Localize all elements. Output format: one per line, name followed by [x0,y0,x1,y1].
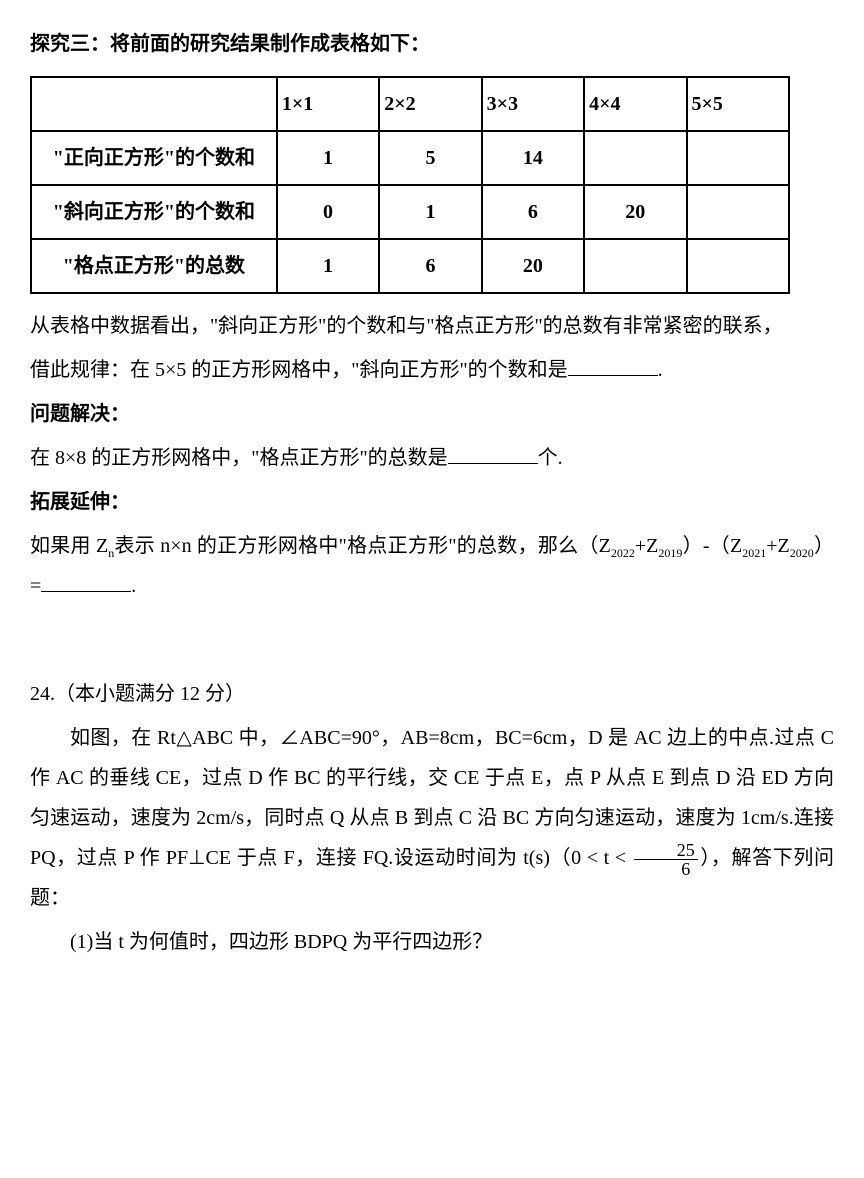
sub-2021: 2021 [742,546,766,560]
row0-label: "正向正方形"的个数和 [31,131,277,185]
frac-num: 25 [634,841,698,860]
cell: 1 [277,239,379,293]
table-row: "斜向正方形"的个数和 0 1 6 20 [31,185,789,239]
row2-label: "格点正方形"的总数 [31,239,277,293]
data-table: 1×1 2×2 3×3 4×4 5×5 "正向正方形"的个数和 1 5 14 "… [30,76,790,294]
ext-mid1: 表示 n×n 的正方形网格中"格点正方形"的总数，那么（Z [114,535,611,557]
cell: 14 [482,131,584,185]
problem-solve-text: 在 8×8 的正方形网格中，"格点正方形"的总数是 个. [30,438,834,478]
observation1: 从表格中数据看出，"斜向正方形"的个数和与"格点正方形"的总数有非常紧密的联系， [30,306,834,346]
th-blank [31,77,277,131]
observation2-post: . [658,359,663,381]
cell [687,131,789,185]
sub-2020: 2020 [790,546,814,560]
cell: 1 [379,185,481,239]
frac-den: 6 [634,860,698,878]
cell: 0 [277,185,379,239]
cell [584,131,686,185]
q24-body: 如图，在 Rt△ABC 中，∠ABC=90°，AB=8cm，BC=6cm，D 是… [30,718,834,918]
ext-mid3: ）-（Z [682,535,742,557]
cell: 20 [584,185,686,239]
ps-pre: 在 8×8 的正方形网格中，"格点正方形"的总数是 [30,447,448,469]
exploration3-title-text: 探究三：将前面的研究结果制作成表格如下： [30,33,430,55]
extension-heading: 拓展延伸： [30,482,834,522]
cell: 5 [379,131,481,185]
extension-text: 如果用 Zn表示 n×n 的正方形网格中"格点正方形"的总数，那么（Z2022+… [30,526,834,606]
blank-extension [41,574,131,592]
row1-label: "斜向正方形"的个数和 [31,185,277,239]
cell [584,239,686,293]
cell: 20 [482,239,584,293]
fraction-25-6: 256 [634,841,698,878]
ext-post: . [131,575,136,597]
observation2: 借此规律：在 5×5 的正方形网格中，"斜向正方形"的个数和是. [30,350,834,390]
th-1x1: 1×1 [277,77,379,131]
table-row: "格点正方形"的总数 1 6 20 [31,239,789,293]
exploration3-title: 探究三：将前面的研究结果制作成表格如下： [30,24,834,64]
observation2-pre: 借此规律：在 5×5 的正方形网格中，"斜向正方形"的个数和是 [30,359,568,381]
ext-mid4: +Z [766,535,790,557]
q24-heading: 24.（本小题满分 12 分） [30,674,834,714]
th-2x2: 2×2 [379,77,481,131]
cell: 1 [277,131,379,185]
th-4x4: 4×4 [584,77,686,131]
table-row: "正向正方形"的个数和 1 5 14 [31,131,789,185]
problem-solve-heading: 问题解决： [30,394,834,434]
sub-2019: 2019 [658,546,682,560]
th-5x5: 5×5 [687,77,789,131]
cell: 6 [482,185,584,239]
th-3x3: 3×3 [482,77,584,131]
q24-sub1: (1)当 t 为何值时，四边形 BDPQ 为平行四边形？ [30,922,834,962]
ext-pre: 如果用 Z [30,535,108,557]
blank-8x8 [448,446,538,464]
ext-mid2: +Z [635,535,659,557]
cell [687,239,789,293]
sub-2022: 2022 [611,546,635,560]
blank-5x5 [568,358,658,376]
cell: 6 [379,239,481,293]
spacer [30,610,834,670]
table-header-row: 1×1 2×2 3×3 4×4 5×5 [31,77,789,131]
ps-post: 个. [538,447,563,469]
cell [687,185,789,239]
